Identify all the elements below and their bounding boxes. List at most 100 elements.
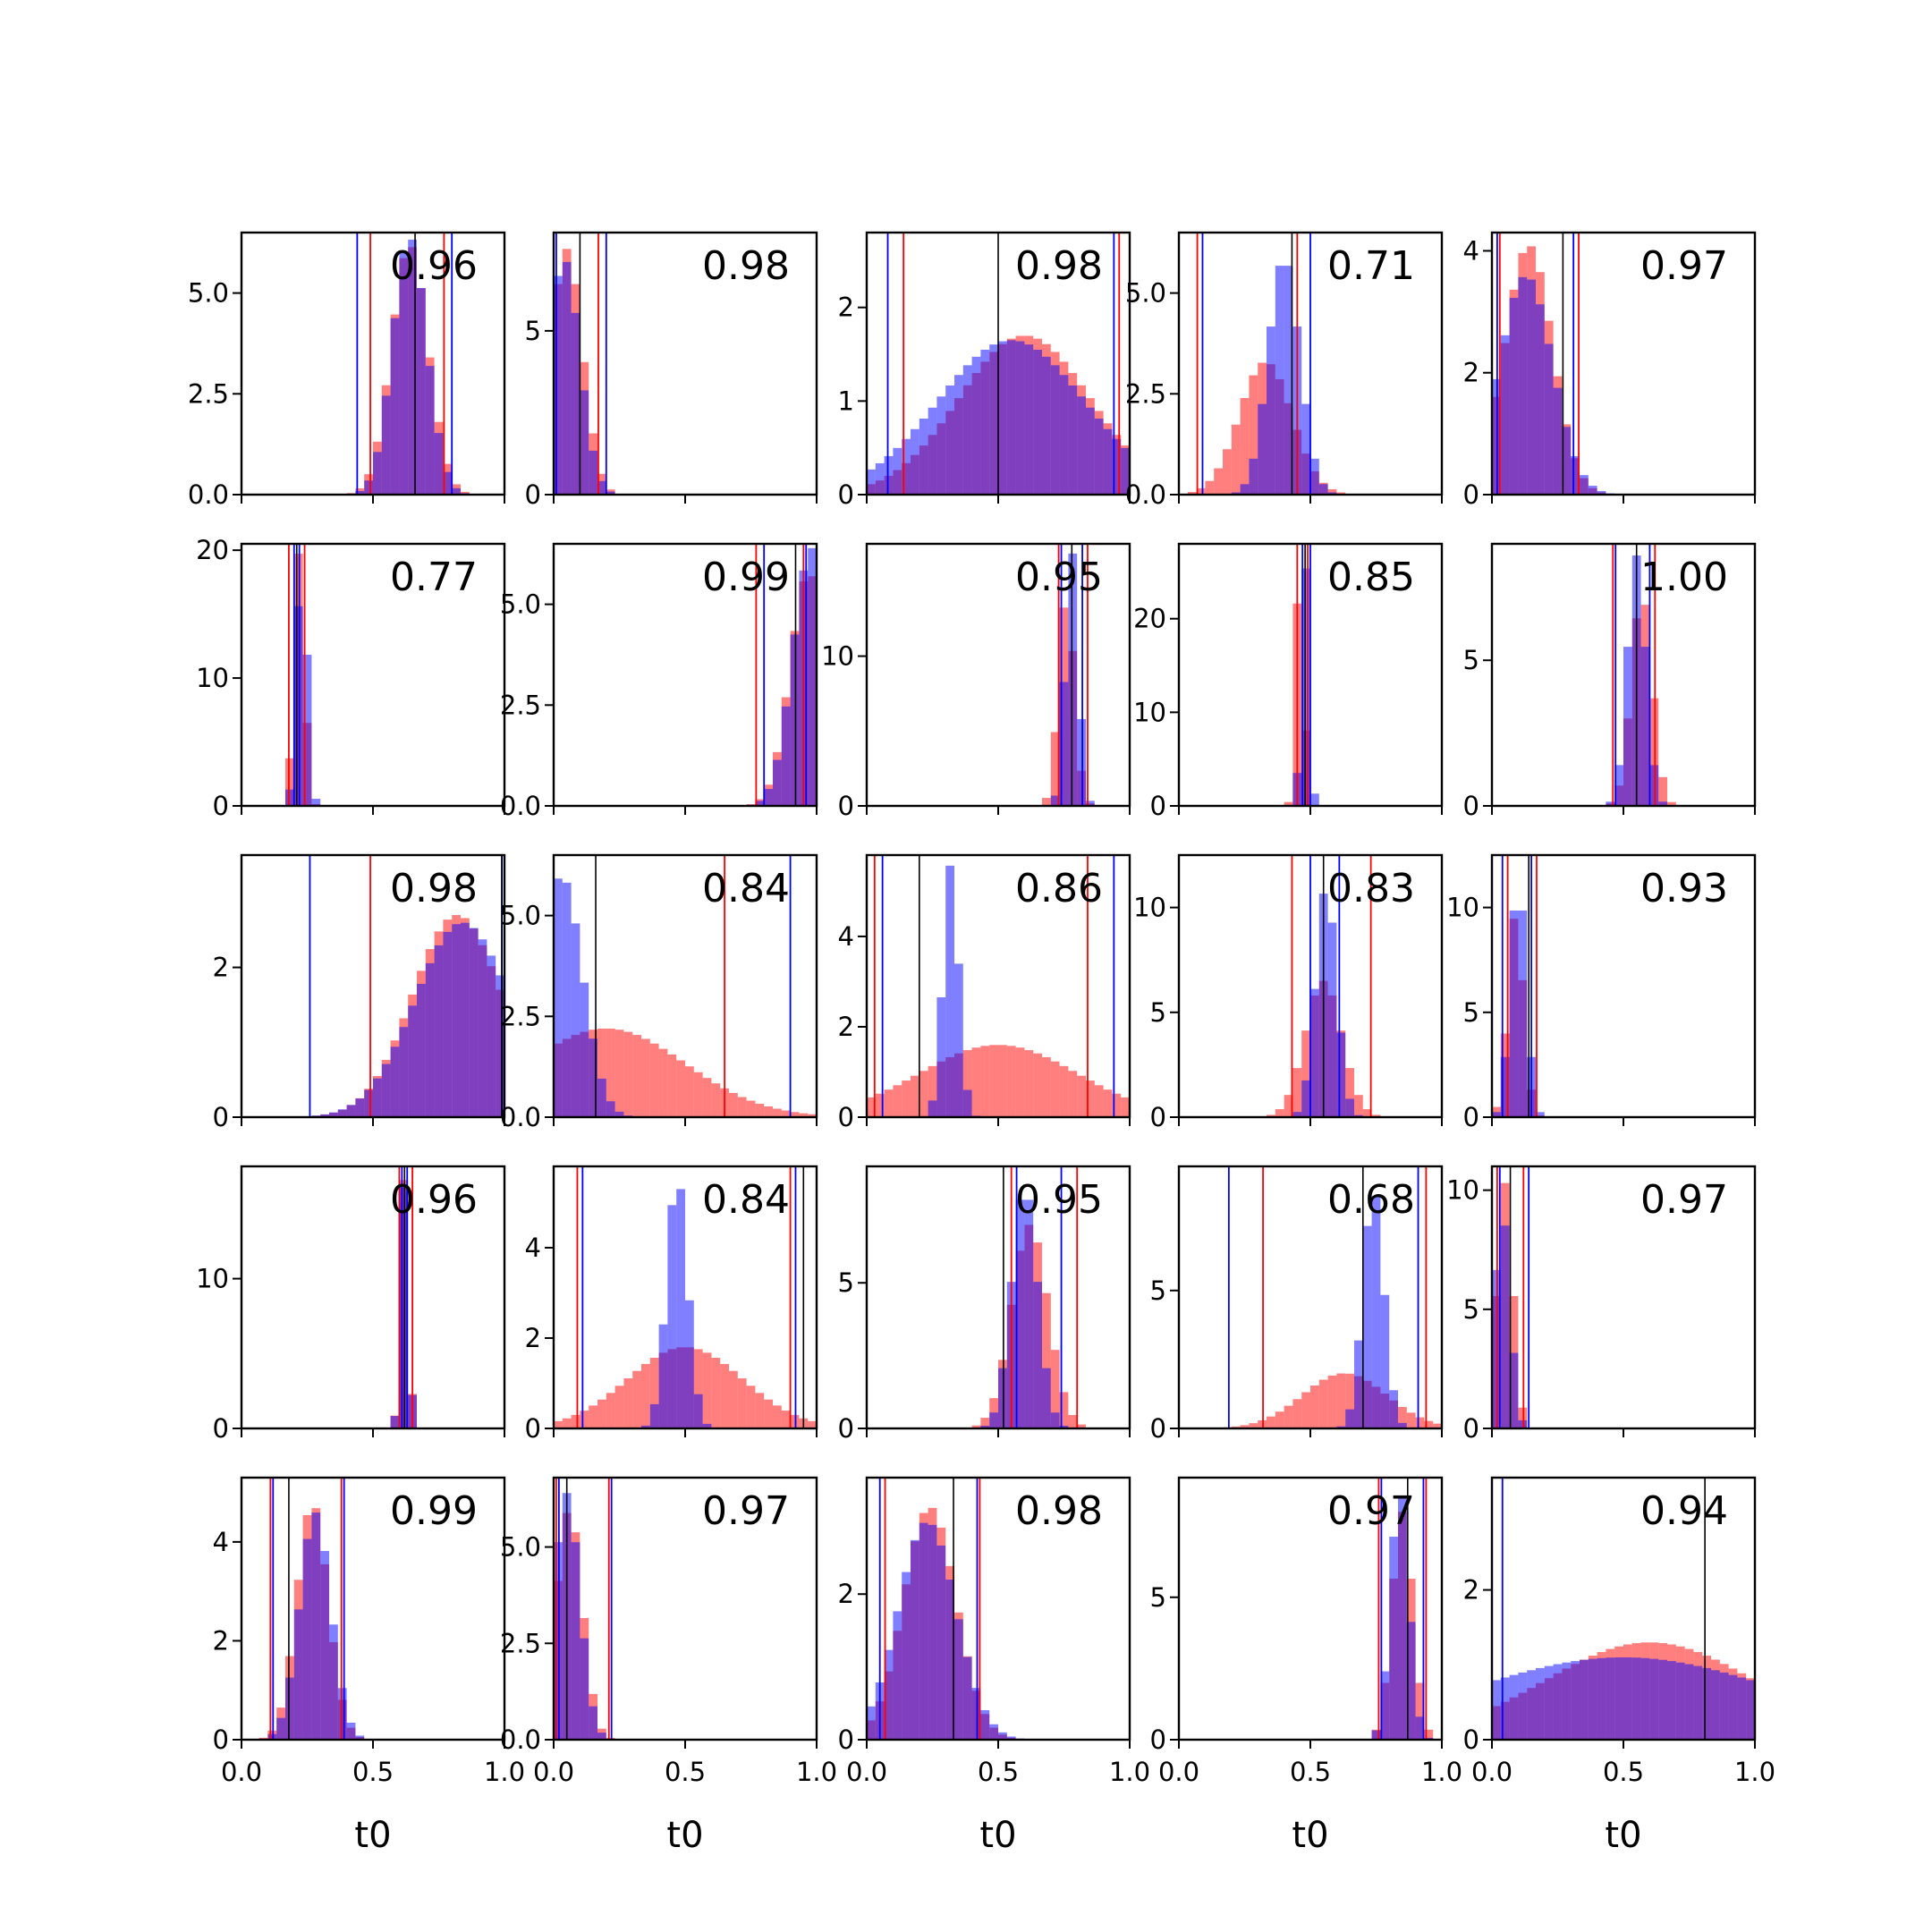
hist-bar-blue <box>884 455 894 495</box>
hist-bar-red <box>1068 1415 1078 1428</box>
hist-bar-blue <box>1728 1674 1738 1740</box>
hist-bar-blue <box>1380 1294 1390 1428</box>
hist-bar-blue <box>962 365 972 495</box>
hist-bar-red <box>884 1089 894 1117</box>
histogram-panel: 0 5 10 0.83 <box>1133 853 1444 1132</box>
hist-bar-red <box>893 1085 902 1117</box>
hist-bar-blue <box>919 418 928 495</box>
hist-bar-red <box>928 1065 937 1117</box>
hist-bar-blue <box>1059 375 1069 495</box>
hist-bar-blue <box>1112 438 1122 495</box>
hist-bar-blue <box>685 1300 694 1428</box>
hist-bar-red <box>980 1046 990 1117</box>
hist-bar-blue <box>1042 356 1051 495</box>
hist-bar-red <box>1094 1085 1104 1117</box>
hist-bar-blue <box>1024 344 1034 495</box>
histogram-panel: 0 2 0.0 0.5 1.0 0.94 t0 <box>1463 1476 1775 1856</box>
hist-bar-blue <box>1033 1282 1042 1428</box>
hist-bar-red <box>1336 492 1346 495</box>
panel-annotation: 0.86 <box>1015 866 1103 911</box>
hist-bar-red <box>623 1031 633 1117</box>
hist-bar-blue <box>580 1638 589 1740</box>
hist-bar-blue <box>1050 795 1060 806</box>
hist-bar-red <box>1267 1416 1275 1428</box>
histogram-panel: 0 10 20 0.85 <box>1133 542 1444 821</box>
hist-bar-blue <box>285 1677 294 1740</box>
hist-bar-blue <box>1667 1661 1676 1740</box>
hist-bar-blue <box>1544 1665 1554 1740</box>
y-tick-label: 5.0 <box>188 278 229 309</box>
hist-bar-blue <box>928 407 937 495</box>
hist-bar-blue <box>1398 1422 1407 1428</box>
x-tick-label: 1.0 <box>796 1757 837 1787</box>
panel-annotation: 0.96 <box>390 1177 478 1223</box>
hist-bar-blue <box>867 1706 876 1740</box>
hist-bar-red <box>746 1100 756 1117</box>
panel-annotation: 0.98 <box>1015 243 1103 289</box>
hist-bar-blue <box>962 1089 972 1117</box>
y-tick-label: 2.5 <box>1125 378 1166 409</box>
hist-bar-blue <box>1553 1664 1563 1740</box>
hist-bar-blue <box>1571 456 1580 495</box>
histogram-panel: 0 2 4 0.0 0.5 1.0 0.99 t0 <box>213 1476 525 1856</box>
hist-bar-blue <box>928 1100 937 1117</box>
hist-bar-red <box>1667 801 1676 806</box>
hist-bar-red <box>1258 1419 1267 1428</box>
histogram-panel: 0 10 0.95 <box>821 542 1131 821</box>
hist-bar-blue <box>1580 475 1589 495</box>
y-tick-label: 10 <box>1133 697 1166 727</box>
y-tick-label: 5.0 <box>500 589 541 620</box>
hist-bar-blue <box>1509 910 1519 1117</box>
hist-bar-blue <box>1389 1537 1398 1740</box>
hist-bar-red <box>971 1047 981 1117</box>
hist-bar-red <box>1284 1405 1293 1428</box>
hist-bar-blue <box>1623 1657 1632 1740</box>
y-tick-label: 0 <box>1150 791 1166 821</box>
hist-bar-blue <box>911 1539 919 1740</box>
hist-bar-blue <box>1571 1661 1580 1740</box>
hist-bar-red <box>1121 1097 1130 1117</box>
y-tick-label: 20 <box>1133 604 1166 634</box>
histogram-panel: 0 5 10 0.97 <box>1446 1165 1757 1444</box>
hist-bar-red <box>989 1045 998 1117</box>
y-tick-label: 2 <box>525 1323 541 1353</box>
hist-bar-blue <box>954 375 963 495</box>
hist-bar-red <box>1103 1089 1113 1117</box>
hist-bar-blue <box>1406 1622 1416 1740</box>
y-tick-label: 0.0 <box>500 1724 541 1755</box>
hist-bar-blue <box>936 1545 946 1740</box>
hist-bar-red <box>554 1420 563 1428</box>
hist-bar-red <box>1187 492 1197 495</box>
hist-bar-blue <box>434 433 444 495</box>
hist-bar-red <box>623 1378 633 1428</box>
hist-bar-red <box>632 1370 641 1428</box>
hist-bar-blue <box>390 1416 400 1428</box>
hist-bar-red <box>764 1399 773 1428</box>
hist-bar-red <box>1371 1114 1381 1117</box>
hist-bar-blue <box>1562 1662 1572 1740</box>
hist-bar-red <box>808 1114 817 1117</box>
hist-bar-red <box>746 1385 756 1428</box>
hist-bar-blue <box>1059 682 1069 806</box>
hist-bar-blue <box>589 450 597 495</box>
hist-bar-red <box>1310 1385 1319 1428</box>
y-tick-label: 5 <box>1150 1275 1166 1306</box>
hist-bar-blue <box>434 945 444 1117</box>
histogram-panel: 0 10 20 0.77 <box>196 535 506 821</box>
hist-bar-blue <box>1588 486 1597 495</box>
panel-annotation: 0.98 <box>1015 1488 1103 1534</box>
hist-bar-blue <box>1362 1225 1372 1428</box>
hist-bar-blue <box>1284 266 1293 495</box>
y-tick-label: 4 <box>213 1527 229 1557</box>
hist-bar-red <box>606 1393 615 1428</box>
y-tick-label: 2 <box>1463 1575 1479 1606</box>
histogram-panel: 0 2 4 0.86 <box>838 853 1131 1132</box>
hist-bar-blue <box>1500 1677 1510 1740</box>
hist-bar-blue <box>364 1089 373 1117</box>
histogram-panel: 0.0 2.5 5.0 0.71 <box>1125 231 1444 510</box>
y-tick-label: 0 <box>525 479 541 510</box>
panel-annotation: 0.68 <box>1327 1177 1415 1223</box>
hist-bar-blue <box>1640 1657 1650 1740</box>
hist-bar-blue <box>1240 484 1250 495</box>
hist-bar-blue <box>945 865 954 1117</box>
